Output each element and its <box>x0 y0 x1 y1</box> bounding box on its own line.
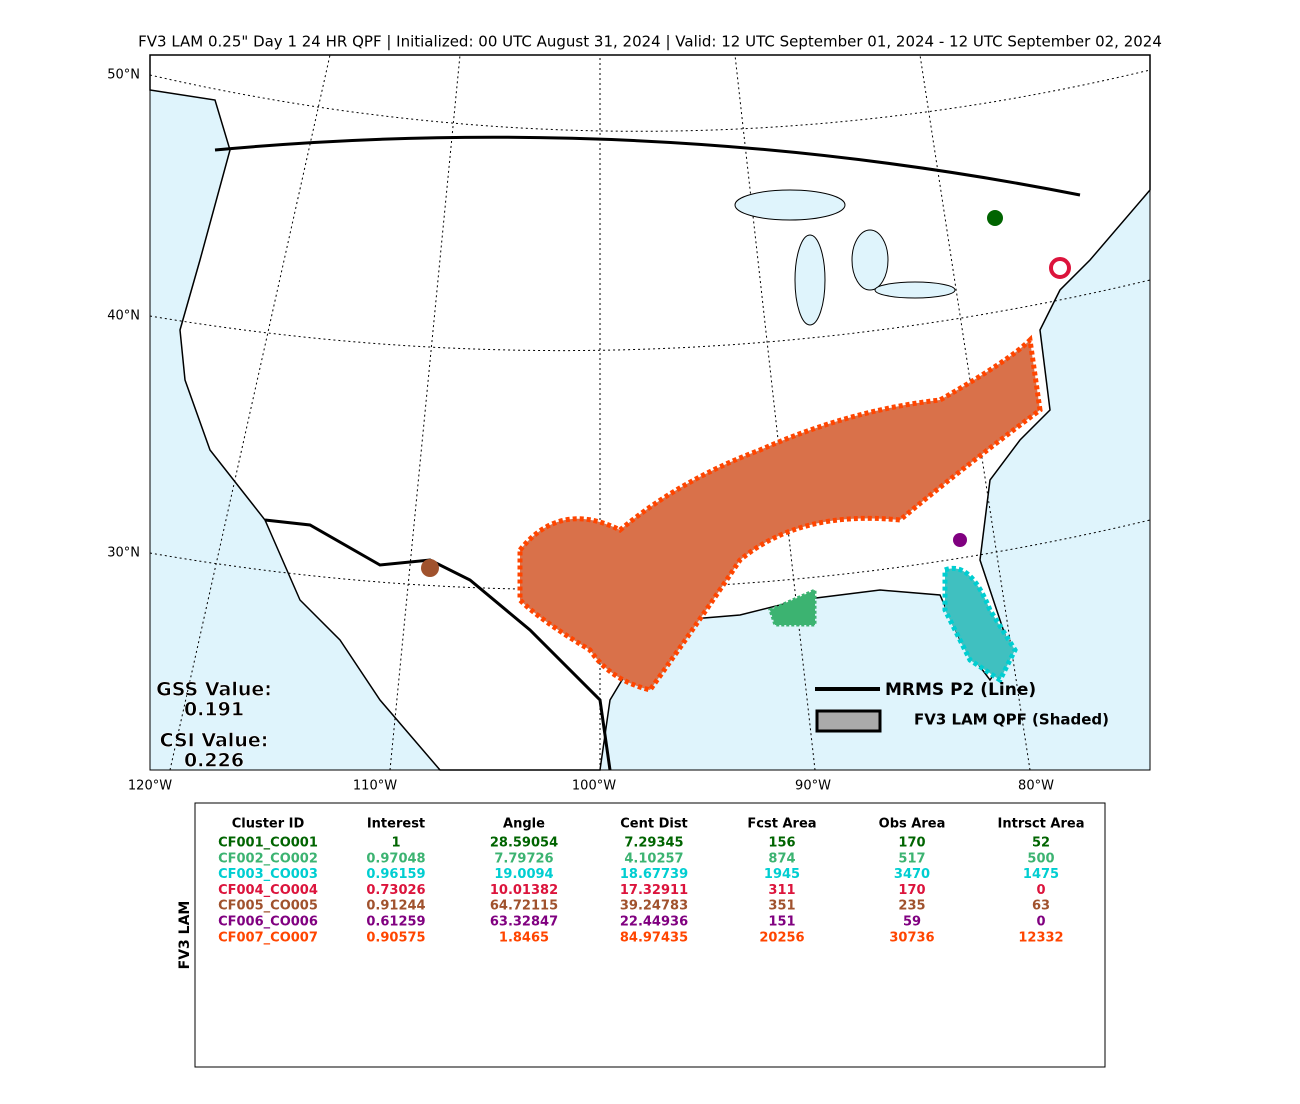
cluster-5 <box>421 559 439 577</box>
cluster-3 <box>942 566 1018 684</box>
table-cell: 0.96159 <box>366 867 425 882</box>
csi-label: CSI Value: <box>160 730 269 752</box>
table-cell: 170 <box>898 836 925 851</box>
side-label: FV3 LAM <box>177 901 193 970</box>
table-cell: 39.24783 <box>620 899 688 914</box>
table-cell: 30736 <box>889 930 934 945</box>
table-cell: 0.73026 <box>366 883 425 898</box>
table-cell: 170 <box>898 883 925 898</box>
table-cell: 0 <box>1036 915 1045 930</box>
cluster-2 <box>768 587 817 627</box>
table-cell: 17.32911 <box>620 883 688 898</box>
table-cell: CF003_CO003 <box>218 867 318 882</box>
table-cell: 12332 <box>1018 930 1063 945</box>
table-frame <box>194 802 1106 1068</box>
lon-label: 110°W <box>353 779 397 794</box>
gss-label: GSS Value: <box>156 679 272 701</box>
table-cell: 7.29345 <box>624 836 683 851</box>
land <box>149 54 1151 771</box>
lat-label: 40°N <box>107 309 140 324</box>
table-cell: 84.97435 <box>620 930 688 945</box>
table-cell: 18.67739 <box>620 867 688 882</box>
table-cell: 0.97048 <box>366 851 425 866</box>
legend-label: MRMS P2 (Line) <box>885 680 1036 700</box>
table-cell: 7.79726 <box>494 851 553 866</box>
table-cell: 1945 <box>764 867 800 882</box>
table-cell: 151 <box>768 915 795 930</box>
cluster-6 <box>953 533 967 547</box>
table-cell: 63.32847 <box>490 915 558 930</box>
lon-label: 100°W <box>572 779 616 794</box>
table-cell: 351 <box>768 899 795 914</box>
table-cell: CF005_CO005 <box>218 899 318 914</box>
cluster-1 <box>987 210 1003 226</box>
border <box>214 135 1081 197</box>
table-cell: 19.0094 <box>494 867 553 882</box>
table-cell: 63 <box>1032 899 1050 914</box>
csi-value: 0.226 <box>184 750 244 772</box>
table-cell: 156 <box>768 836 795 851</box>
table-cell: 1.8465 <box>499 930 549 945</box>
table-cell: 0.61259 <box>366 915 425 930</box>
title: FV3 LAM 0.25" Day 1 24 HR QPF | Initiali… <box>138 33 1162 51</box>
table-cell: 10.01382 <box>490 883 558 898</box>
table-cell: 59 <box>903 915 921 930</box>
table-cell: 3470 <box>894 867 930 882</box>
table-header: Cent Dist <box>620 817 688 832</box>
table-header: Interest <box>367 817 425 832</box>
table-cell: 4.10257 <box>624 851 683 866</box>
table-header: Angle <box>503 817 545 832</box>
table-cell: 22.44936 <box>620 915 688 930</box>
table-cell: CF006_CO006 <box>218 915 318 930</box>
lake <box>734 189 846 221</box>
table-cell: 311 <box>768 883 795 898</box>
table-header: Obs Area <box>879 817 946 832</box>
lat-label: 50°N <box>107 68 140 83</box>
table-cell: CF007_CO007 <box>218 930 318 945</box>
lake <box>874 281 956 299</box>
table-cell: 235 <box>898 899 925 914</box>
table-cell: 500 <box>1027 851 1054 866</box>
legend-swatch <box>815 709 882 733</box>
border <box>264 518 612 771</box>
table-cell: 874 <box>768 851 795 866</box>
lon-label: 80°W <box>1018 779 1054 794</box>
lake <box>794 234 826 326</box>
table-cell: 28.59054 <box>490 836 558 851</box>
table-header: Cluster ID <box>232 817 305 832</box>
table-cell: 0 <box>1036 883 1045 898</box>
map: GSS Value: 0.191 CSI Value: 0.226 MRMS P… <box>149 54 1151 772</box>
table-header: Fcst Area <box>747 817 816 832</box>
lat-label: 30°N <box>107 546 140 561</box>
lon-label: 120°W <box>128 779 172 794</box>
lon-label: 90°W <box>795 779 831 794</box>
table-cell: 64.72115 <box>490 899 558 914</box>
cluster-7 <box>517 334 1043 693</box>
table-cell: 1 <box>391 836 400 851</box>
table-cell: 0.91244 <box>366 899 425 914</box>
table-cell: CF004_CO004 <box>218 883 318 898</box>
cluster-4 <box>1049 257 1071 279</box>
table-cell: CF002_CO002 <box>218 851 318 866</box>
table-header: Intrsct Area <box>998 817 1085 832</box>
table-cell: CF001_CO001 <box>218 836 318 851</box>
lake <box>851 229 889 291</box>
table-cell: 517 <box>898 851 925 866</box>
table-cell: 0.90575 <box>366 930 425 945</box>
table-cell: 1475 <box>1023 867 1059 882</box>
table-cell: 52 <box>1032 836 1050 851</box>
map-frame <box>149 54 1151 771</box>
gss-value: 0.191 <box>184 699 244 721</box>
legend-label: FV3 LAM QPF (Shaded) <box>914 711 1109 729</box>
table-cell: 20256 <box>759 930 804 945</box>
